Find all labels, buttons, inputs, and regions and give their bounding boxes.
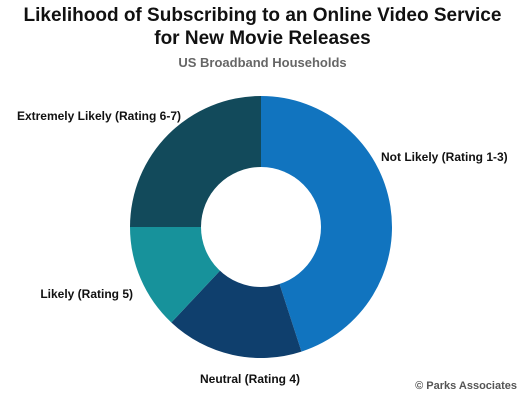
- copyright-notice: © Parks Associates: [415, 380, 517, 392]
- chart-title-line2: for New Movie Releases: [154, 28, 371, 49]
- slice-labels: Not Likely (Rating 1-3) Neutral (Rating …: [17, 109, 508, 386]
- donut-hole: [201, 167, 321, 287]
- slice-label-likely: Likely (Rating 5): [40, 287, 133, 301]
- slice-label-extremely-likely: Extremely Likely (Rating 6-7): [17, 109, 181, 123]
- chart-title: Likelihood of Subscribing to an Online V…: [0, 4, 525, 50]
- slice-not-likely-rating-1-3: [261, 96, 392, 352]
- chart-title-line1: Likelihood of Subscribing to an Online V…: [23, 5, 502, 26]
- slice-label-not-likely: Not Likely (Rating 1-3): [381, 150, 508, 164]
- chart-subtitle: US Broadband Households: [178, 55, 347, 70]
- slice-label-neutral: Neutral (Rating 4): [200, 372, 300, 386]
